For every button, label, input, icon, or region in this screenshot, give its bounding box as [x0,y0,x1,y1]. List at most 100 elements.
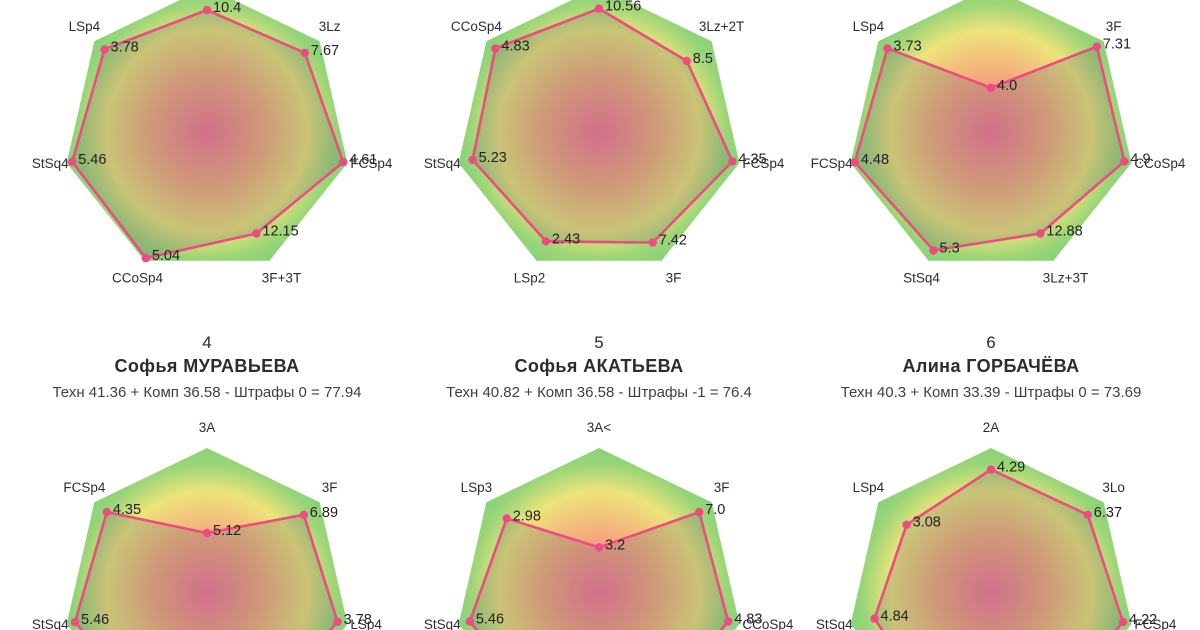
element-axis-label: CCoSp4 [742,617,794,630]
element-axis-label: 3F [666,271,682,286]
element-axis-label: FCSp4 [811,156,854,171]
radar-score-polygon [873,468,1125,630]
element-axis-label: StSq4 [903,271,940,286]
radar-data-point [695,507,704,517]
element-score-value: 7.67 [311,43,339,59]
element-axis-label: FCSp4 [742,156,785,171]
radar-gradient-area [66,448,348,630]
radar-data-point [929,246,938,255]
skater-name: Алина ГОРБАЧЁВА [902,356,1080,376]
radar-data-point [68,157,77,166]
element-score-value: 3.78 [111,39,139,55]
radar-chart-3: 4.0 7.31 4.9 12.88 5.3 4.48 3.73 3F CCoSp4 3Lz+3T… [811,0,1186,286]
radar-data-point [300,48,310,58]
element-score-value: 5.12 [213,523,241,539]
radar-data-point [202,5,212,15]
element-score-value: 4.9 [1130,151,1150,167]
element-score-value: 2.98 [513,508,541,524]
element-score-value: 7.31 [1103,37,1131,53]
element-axis-label: 3A [199,420,216,435]
radar-data-point [594,4,604,13]
radar-data-point [339,157,348,167]
element-score-value: 4.83 [501,38,529,54]
element-axis-label: 3A< [587,420,612,435]
radar-gradient-area [66,0,348,261]
element-axis-label: 3F [1106,19,1122,34]
element-axis-label: FCSp4 [63,480,106,495]
radar-data-point [491,44,500,53]
radar-data-point [1118,617,1128,627]
radar-data-point [870,614,879,623]
radar-data-point [299,510,308,519]
element-axis-label: 3Lz [319,19,341,34]
radar-chart-1: 10.4 7.67 4.61 12.15 5.04 5.46 3.78 3Lz FCSp4 3F+… [32,0,393,286]
skater-score-line: Техн 41.36 + Комп 36.58 - Штрафы 0 = 77.… [52,384,362,401]
element-axis-label: 3F [714,480,730,495]
skater-header-5: 5 Софья АКАТЬЕВА Техн 40.82 + Комп 36.58… [399,333,799,406]
element-axis-label: StSq4 [424,156,461,171]
element-axis-label: StSq4 [32,617,69,630]
radar-data-point [1036,229,1045,238]
skater-score-line: Техн 40.82 + Комп 36.58 - Штрафы -1 = 76… [446,384,752,401]
radar-data-point [1092,42,1101,51]
radar-data-point [333,617,342,626]
skater-score-line: Техн 40.3 + Комп 33.39 - Штрафы 0 = 73.6… [840,384,1142,401]
skater-header-6: 6 Алина ГОРБАЧЁВА Техн 40.3 + Комп 33.39… [791,333,1191,406]
radar-data-point [70,617,80,627]
element-axis-label: LSp2 [514,271,546,286]
radar-chart-6: 4.29 6.37 4.22 4.84 3.08 2A 3Lo FCSp4 StSq4 LSp4 [816,420,1177,630]
radar-data-point [728,157,737,166]
radar-data-point [724,617,733,626]
radar-data-point [1120,157,1129,166]
element-score-value: 4.22 [1129,612,1157,628]
radar-gradient-area [458,448,740,630]
radar-gradient-area [458,0,740,261]
element-score-value: 7.0 [705,502,725,518]
element-score-value: 12.88 [1046,224,1082,240]
element-score-value: 5.04 [152,248,180,264]
radar-chart-5: 3.2 7.0 4.83 5.46 2.98 3A< 3F CCoSp4 StSq4 LSp3 [424,420,794,630]
element-axis-label: StSq4 [32,156,69,171]
element-axis-label: 3Lo [1102,480,1125,495]
radar-data-point [850,157,859,167]
radar-score-polygon [853,45,1126,252]
element-score-value: 4.29 [997,460,1025,476]
radar-data-point [102,507,112,517]
radar-gradient-area [850,0,1132,261]
element-axis-label: LSp4 [853,19,885,34]
skater-name: Софья АКАТЬЕВА [514,356,684,376]
radar-data-point [902,520,911,529]
skater-rank: 5 [594,333,604,352]
radar-data-point [502,514,511,523]
element-score-value: 6.37 [1094,505,1122,521]
radar-data-point [594,543,604,552]
element-score-value: 2.43 [552,231,580,247]
radar-data-point [141,253,150,263]
element-score-value: 12.15 [262,224,298,240]
element-score-value: 6.89 [310,505,338,521]
skater-name: Софья МУРАВЬЕВА [114,356,300,376]
element-score-value: 4.61 [349,152,377,168]
radar-chart-4: 5.12 6.89 3.78 5.46 4.35 3A 3F LSp4 StSq4 FCSp4 [32,420,382,630]
radar-gradient-area [850,448,1132,630]
element-axis-label: FCSp4 [350,156,393,171]
element-axis-label: CCoSp4 [112,271,164,286]
radar-data-point [202,528,212,538]
element-axis-label: LSp3 [461,480,493,495]
radar-score-polygon [468,510,730,630]
element-score-value: 3.78 [344,612,372,628]
radar-data-point [465,617,474,626]
element-score-value: 10.56 [605,0,641,15]
element-score-value: 4.48 [861,152,889,168]
element-score-value: 3.73 [893,38,921,54]
element-score-value: 5.3 [940,240,960,256]
skater-rank: 4 [202,333,212,352]
element-axis-label: 3F [322,480,338,495]
element-axis-label: LSp4 [350,617,382,630]
radar-data-point [883,44,892,53]
radar-score-polygon [471,7,734,244]
element-score-value: 5.46 [78,152,106,168]
skater-rank: 6 [986,333,996,352]
element-score-value: 4.84 [881,609,909,625]
radar-data-point [100,45,109,54]
